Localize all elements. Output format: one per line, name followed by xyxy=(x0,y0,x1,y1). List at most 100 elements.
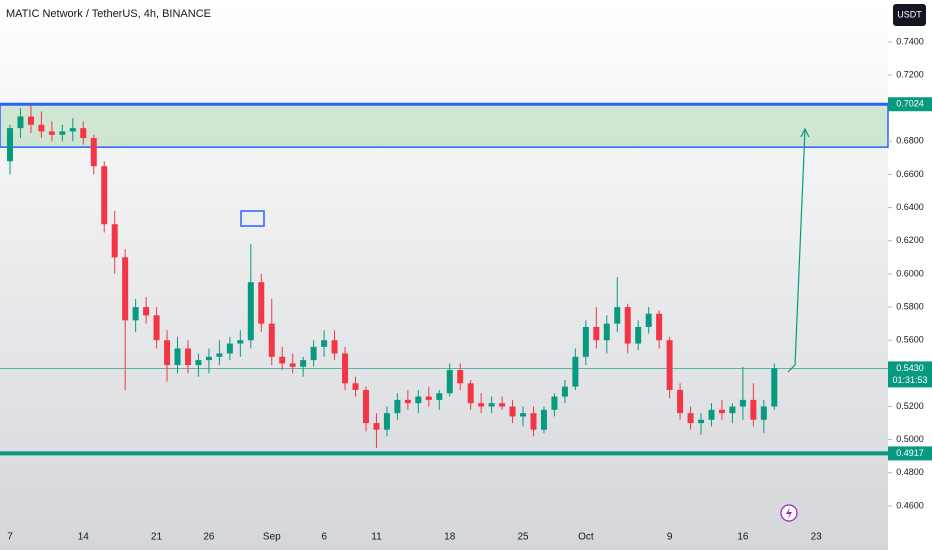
x-tick-label: Sep xyxy=(263,532,281,543)
x-tick-label: 9 xyxy=(667,532,673,543)
x-tick-label: Oct xyxy=(578,532,594,543)
highlight-box xyxy=(240,210,265,227)
candle-body xyxy=(342,353,349,384)
candle-body xyxy=(760,406,767,420)
candle-body xyxy=(373,423,380,430)
candle-body xyxy=(258,282,265,324)
candle-body xyxy=(394,399,401,414)
candle-body xyxy=(101,166,108,225)
candle-body xyxy=(771,368,778,407)
candle-body xyxy=(509,406,516,417)
y-tick-label: 0.7400 xyxy=(896,36,924,46)
zone-price-tag xyxy=(888,97,932,112)
candle-body xyxy=(38,124,45,132)
candle-body xyxy=(436,393,443,400)
y-tick-label: 0.6600 xyxy=(896,169,924,179)
candle-body xyxy=(362,389,369,424)
candle-body xyxy=(59,131,66,135)
x-tick-label: 16 xyxy=(737,532,749,543)
countdown-label: 01:31:53 xyxy=(892,375,927,385)
candle-body xyxy=(226,343,233,354)
candle-body xyxy=(551,396,558,410)
candle-body xyxy=(321,340,328,347)
candle-body xyxy=(80,128,87,139)
candle-body xyxy=(739,399,746,407)
candle-body xyxy=(122,257,129,321)
candle-body xyxy=(184,348,191,366)
candle-body xyxy=(635,326,642,344)
candle-body xyxy=(425,396,432,400)
candle-body xyxy=(143,307,150,316)
y-tick-label: 0.6400 xyxy=(896,202,924,212)
currency-label: USDT xyxy=(897,9,922,19)
candle-body xyxy=(174,348,181,366)
candle-body xyxy=(310,346,317,361)
candle-body xyxy=(666,340,673,390)
arrow-head xyxy=(800,127,810,138)
y-tick-label: 0.5600 xyxy=(896,335,924,345)
candle-body xyxy=(216,353,223,357)
zone-price-label: 0.7024 xyxy=(896,99,924,109)
candle-body xyxy=(7,128,13,162)
chart-title: MATIC Network / TetherUS, 4h, BINANCE xyxy=(6,8,211,20)
x-tick-label: 7 xyxy=(7,532,13,543)
projection-arrow xyxy=(787,129,806,373)
event-bolt xyxy=(786,507,792,519)
x-tick-label: 14 xyxy=(78,532,90,543)
candle-body xyxy=(132,307,139,321)
candle-body xyxy=(488,403,495,407)
last-price-tag xyxy=(888,361,932,388)
layer xyxy=(0,102,889,456)
y-tick-label: 0.5800 xyxy=(896,301,924,311)
x-tick-label: 25 xyxy=(517,532,529,543)
candle-body xyxy=(164,340,171,366)
support-price-label: 0.4917 xyxy=(896,448,924,458)
candle-body xyxy=(561,386,568,397)
plot-background xyxy=(0,0,888,550)
y-tick-label: 0.4800 xyxy=(896,467,924,477)
candle-body xyxy=(457,370,464,384)
candle-body xyxy=(247,282,254,341)
x-tick-label: 18 xyxy=(444,532,456,543)
candle-body xyxy=(195,360,202,366)
last-price-label: 0.5430 xyxy=(896,363,924,373)
candle-body xyxy=(499,403,506,407)
candle-body xyxy=(478,403,485,407)
candle-body xyxy=(48,131,55,135)
candle-body xyxy=(530,413,537,430)
candle-body xyxy=(624,307,631,344)
candle-body xyxy=(111,224,118,258)
candle-body xyxy=(677,389,684,414)
candle-body xyxy=(572,356,579,387)
currency-button[interactable] xyxy=(893,4,926,26)
y-tick-label: 0.7200 xyxy=(896,69,924,79)
x-tick-label: 6 xyxy=(321,532,327,543)
candle-body xyxy=(656,313,663,341)
y-tick-label: 0.6800 xyxy=(896,136,924,146)
y-tick-label: 0.6200 xyxy=(896,235,924,245)
candle-body xyxy=(729,406,736,414)
candle-body xyxy=(331,340,338,354)
y-tick-label: 0.5000 xyxy=(896,434,924,444)
candle-body xyxy=(467,383,474,404)
candle-body xyxy=(205,356,212,361)
x-tick-label: 23 xyxy=(811,532,823,543)
candle-body xyxy=(69,128,76,132)
candle-body xyxy=(279,356,286,364)
candle-body xyxy=(718,409,725,414)
candle-body xyxy=(708,409,715,420)
x-tick-label: 11 xyxy=(371,532,382,543)
candle-body xyxy=(687,413,694,424)
candle-body xyxy=(520,413,527,417)
resistance-zone xyxy=(0,103,889,148)
candle-body xyxy=(289,363,296,367)
candle-body xyxy=(153,315,160,341)
y-tick-label: 0.6000 xyxy=(896,268,924,278)
support-price-tag xyxy=(888,446,932,461)
candle-body xyxy=(237,340,244,344)
x-tick-label: 21 xyxy=(151,532,163,543)
candle-body xyxy=(698,419,705,424)
candle-body xyxy=(540,409,547,430)
y-tick-label: 0.5200 xyxy=(896,401,924,411)
